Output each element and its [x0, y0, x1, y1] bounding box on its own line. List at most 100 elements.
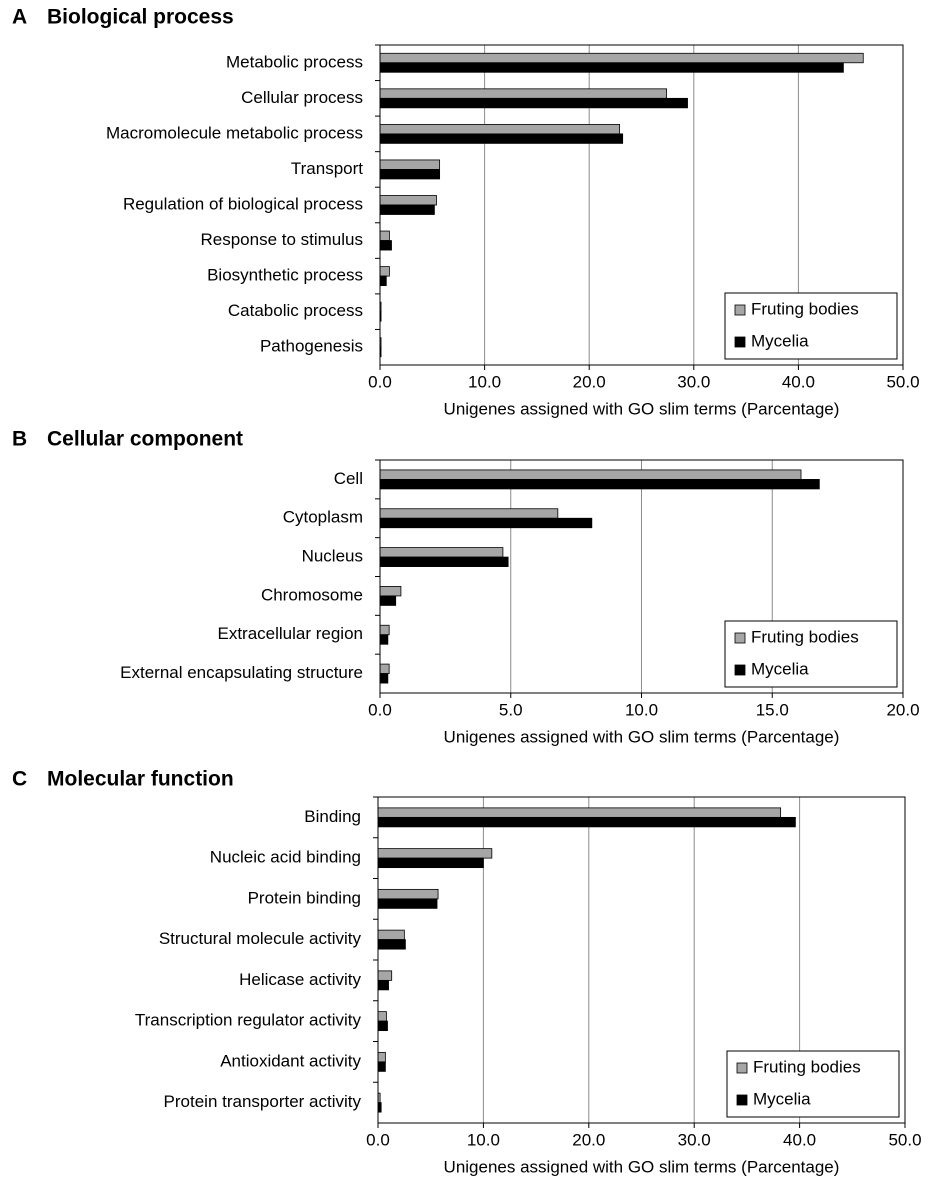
plot-frame — [379, 459, 904, 694]
x-axis-label: Unigenes assigned with GO slim terms (Pa… — [444, 727, 840, 746]
bar — [379, 479, 820, 490]
legend-label: Mycelia — [751, 331, 809, 350]
bar — [379, 52, 864, 64]
bar — [377, 848, 493, 859]
chart-title: Cellular component — [47, 428, 243, 451]
bar — [379, 634, 389, 645]
y-tick-label: Protein transporter activity — [164, 1092, 362, 1111]
legend-label: Fruting bodies — [753, 1057, 861, 1076]
legend-label: Mycelia — [751, 659, 809, 678]
bar — [379, 195, 437, 206]
x-tick-label: 0.0 — [368, 700, 392, 719]
legend-swatch — [734, 336, 746, 348]
bar — [379, 266, 390, 277]
x-tick-label: 50.0 — [888, 1130, 921, 1149]
legend-swatch — [734, 304, 746, 316]
bar — [377, 816, 796, 828]
x-tick-label: 0.0 — [368, 372, 392, 391]
legend-box — [726, 1050, 900, 1118]
x-tick-label: 5.0 — [499, 700, 523, 719]
x-tick-label: 10.0 — [468, 372, 501, 391]
legend-swatch — [736, 1094, 748, 1106]
y-tick-label: External encapsulating structure — [120, 663, 363, 682]
plot-frame — [379, 44, 904, 366]
bar — [379, 595, 397, 606]
y-tick-label: Response to stimulus — [200, 230, 363, 249]
bar — [379, 88, 668, 99]
bar — [379, 469, 802, 480]
bar — [377, 857, 484, 869]
legend-swatch — [734, 632, 746, 644]
x-tick-label: 30.0 — [677, 372, 710, 391]
y-tick-label: Chromosome — [261, 585, 363, 604]
y-tick-label: Transcription regulator activity — [135, 1011, 362, 1030]
y-tick-label: Cytoplasm — [283, 508, 363, 527]
bar — [379, 97, 688, 109]
legend-box — [724, 292, 898, 360]
bar — [377, 898, 438, 909]
y-tick-label: Binding — [304, 807, 361, 826]
x-tick-label: 10.0 — [467, 1130, 500, 1149]
x-tick-label: 20.0 — [572, 1130, 605, 1149]
y-tick-label: Extracellular region — [217, 624, 363, 643]
y-tick-label: Nucleic acid binding — [210, 848, 361, 867]
y-tick-label: Structural molecule activity — [159, 929, 362, 948]
legend-swatch — [736, 1062, 748, 1074]
y-tick-label: Metabolic process — [226, 52, 363, 71]
panel-label: C — [12, 768, 27, 791]
x-tick-label: 30.0 — [678, 1130, 711, 1149]
bar — [379, 230, 390, 241]
y-tick-label: Nucleus — [302, 547, 363, 566]
bar — [379, 508, 559, 519]
bar — [379, 275, 387, 287]
legend-label: Fruting bodies — [751, 299, 859, 318]
y-tick-label: Helicase activity — [239, 970, 361, 989]
bar — [377, 970, 393, 981]
x-tick-label: 10.0 — [625, 700, 658, 719]
legend-label: Mycelia — [753, 1089, 811, 1108]
bar — [377, 807, 782, 818]
bar — [379, 517, 593, 529]
y-tick-label: Regulation of biological process — [123, 194, 363, 213]
bar — [377, 888, 439, 900]
y-tick-label: Macromolecule metabolic process — [106, 123, 363, 142]
x-axis-label: Unigenes assigned with GO slim terms (Pa… — [444, 1157, 840, 1176]
legend-box — [724, 620, 898, 688]
y-tick-label: Antioxidant activity — [220, 1051, 361, 1070]
bar — [379, 673, 389, 684]
legend-label: Fruting bodies — [751, 627, 859, 646]
x-tick-label: 40.0 — [783, 1130, 816, 1149]
bar — [379, 547, 504, 558]
y-tick-label: Cellular process — [241, 88, 363, 107]
bar — [377, 929, 405, 941]
bar — [379, 586, 402, 597]
plot-frame — [377, 796, 906, 1124]
bar — [377, 979, 389, 991]
bar — [377, 1020, 388, 1032]
bar — [379, 240, 392, 251]
bar — [379, 204, 435, 215]
bar — [377, 939, 406, 950]
chart-title: Molecular function — [47, 768, 234, 791]
bar — [379, 123, 620, 135]
x-tick-label: 50.0 — [886, 372, 919, 391]
bar — [379, 62, 844, 73]
panel-label: B — [12, 428, 27, 451]
bar — [379, 556, 509, 567]
bar — [379, 133, 624, 144]
x-tick-label: 15.0 — [756, 700, 789, 719]
legend-swatch — [734, 664, 746, 676]
y-tick-label: Transport — [291, 159, 363, 178]
y-tick-label: Protein binding — [248, 888, 361, 907]
panel-label: A — [12, 6, 27, 29]
x-tick-label: 40.0 — [782, 372, 815, 391]
y-tick-label: Pathogenesis — [260, 337, 363, 356]
y-tick-label: Cell — [334, 469, 363, 488]
x-tick-label: 0.0 — [366, 1130, 390, 1149]
bar — [379, 624, 390, 636]
bar — [379, 663, 390, 674]
bar — [377, 1061, 386, 1072]
bar — [379, 159, 441, 170]
x-axis-label: Unigenes assigned with GO slim terms (Pa… — [444, 399, 840, 418]
